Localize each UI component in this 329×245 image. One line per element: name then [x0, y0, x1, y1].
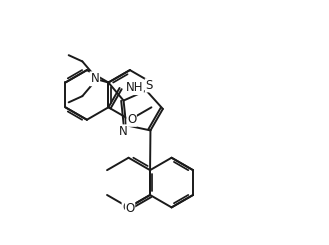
Text: S: S [145, 79, 153, 92]
Text: O: O [122, 201, 132, 214]
Text: N: N [119, 125, 128, 138]
Text: N: N [90, 72, 99, 85]
Text: O: O [127, 113, 136, 126]
Text: NH: NH [126, 82, 143, 95]
Text: O: O [125, 202, 135, 216]
